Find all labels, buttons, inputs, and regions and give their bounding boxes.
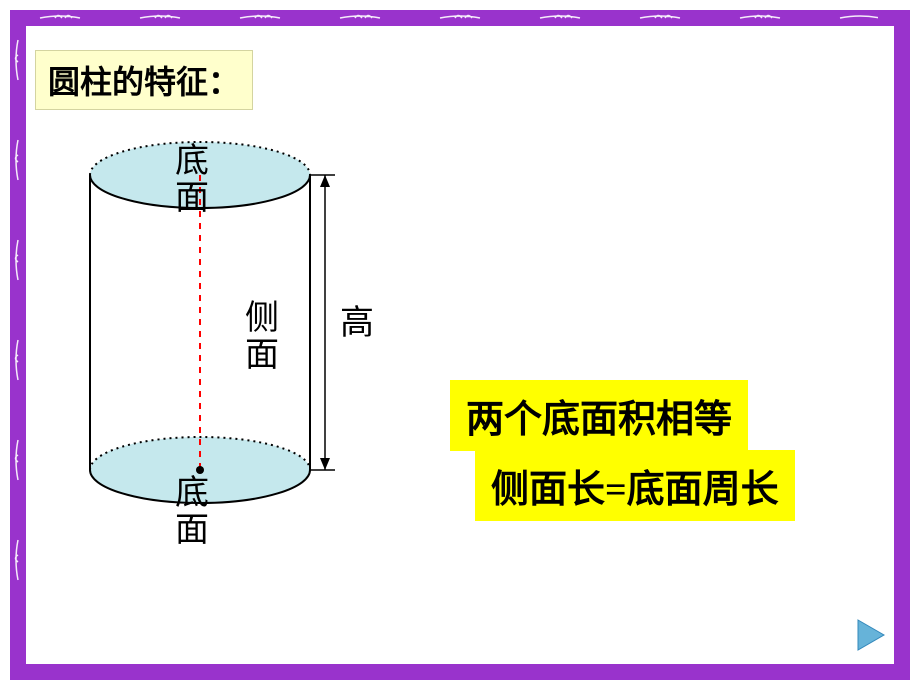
side-face-label: 侧 面 [245,300,279,375]
dim-arrow-bottom [320,458,330,470]
height-label: 高 [340,295,374,344]
bottom-face-label: 底 面 [175,475,209,550]
statement-2-text: 侧面长=底面周长 [491,469,779,511]
axis-point [196,466,204,474]
title-box: 圆柱的特征： [35,50,253,110]
slide-title: 圆柱的特征： [48,64,240,100]
dim-arrow-top [320,175,330,187]
next-button[interactable] [850,615,890,660]
top-face-label: 底 面 [175,143,209,218]
statement-2-box: 侧面长=底面周长 [475,450,795,521]
statement-1-box: 两个底面积相等 [450,380,748,451]
next-arrow-icon [850,615,890,655]
statement-1-text: 两个底面积相等 [466,399,732,441]
